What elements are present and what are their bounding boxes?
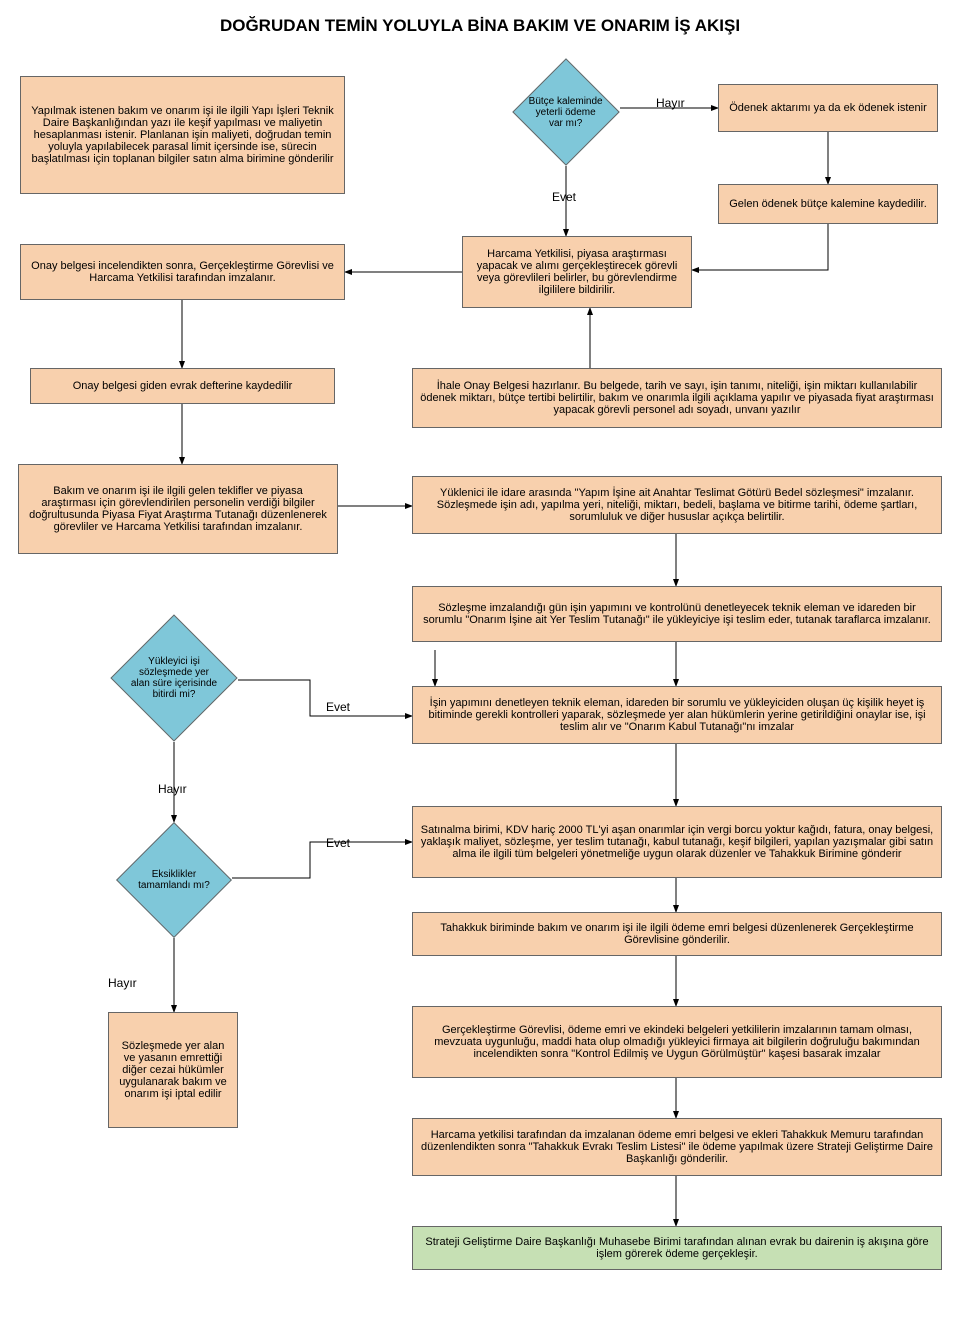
process-box: İhale Onay Belgesi hazırlanır. Bu belged… bbox=[412, 368, 942, 428]
edge-label: Evet bbox=[326, 700, 350, 714]
process-box: Harcama yetkilisi tarafından da imzalana… bbox=[412, 1118, 942, 1176]
terminal-box: Strateji Geliştirme Daire Başkanlığı Muh… bbox=[412, 1226, 942, 1270]
process-box: Yüklenici ile idare arasında "Yapım İşin… bbox=[412, 476, 942, 534]
process-box: Bakım ve onarım işi ile ilgili gelen tek… bbox=[18, 464, 338, 554]
page-title: DOĞRUDAN TEMİN YOLUYLA BİNA BAKIM VE ONA… bbox=[205, 16, 755, 36]
edge-label: Evet bbox=[552, 190, 576, 204]
decision-text: Eksiklikler tamamlandı mı? bbox=[134, 869, 214, 891]
edge-label: Hayır bbox=[158, 782, 187, 796]
decision-diamond: Yükleyici işi sözleşmede yer alan süre i… bbox=[110, 614, 237, 741]
process-box: Tahakkuk biriminde bakım ve onarım işi i… bbox=[412, 912, 942, 956]
process-box: Sözleşmede yer alan ve yasanın emrettiği… bbox=[108, 1012, 238, 1128]
process-box: Satınalma birimi, KDV hariç 2000 TL'yi a… bbox=[412, 806, 942, 878]
process-box: Onay belgesi incelendikten sonra, Gerçek… bbox=[20, 244, 345, 300]
process-box: Yapılmak istenen bakım ve onarım işi ile… bbox=[20, 76, 345, 194]
edge-label: Hayır bbox=[108, 976, 137, 990]
edge-label: Evet bbox=[326, 836, 350, 850]
process-box: Harcama Yetkilisi, piyasa araştırması ya… bbox=[462, 236, 692, 308]
process-box: Gerçekleştirme Görevlisi, ödeme emri ve … bbox=[412, 1006, 942, 1078]
process-box: Ödenek aktarımı ya da ek ödenek istenir bbox=[718, 84, 938, 132]
decision-diamond: Eksiklikler tamamlandı mı? bbox=[116, 822, 232, 938]
process-box: İşin yapımını denetleyen teknik eleman, … bbox=[412, 686, 942, 744]
decision-text: Yükleyici işi sözleşmede yer alan süre i… bbox=[130, 656, 218, 700]
decision-diamond: Bütçe kaleminde yeterli ödeme var mı? bbox=[512, 58, 619, 165]
process-box: Sözleşme imzalandığı gün işin yapımını v… bbox=[412, 586, 942, 642]
decision-text: Bütçe kaleminde yeterli ödeme var mı? bbox=[529, 96, 603, 129]
edge-label: Hayır bbox=[656, 96, 685, 110]
process-box: Onay belgesi giden evrak defterine kayde… bbox=[30, 368, 335, 404]
process-box: Gelen ödenek bütçe kalemine kaydedilir. bbox=[718, 184, 938, 224]
